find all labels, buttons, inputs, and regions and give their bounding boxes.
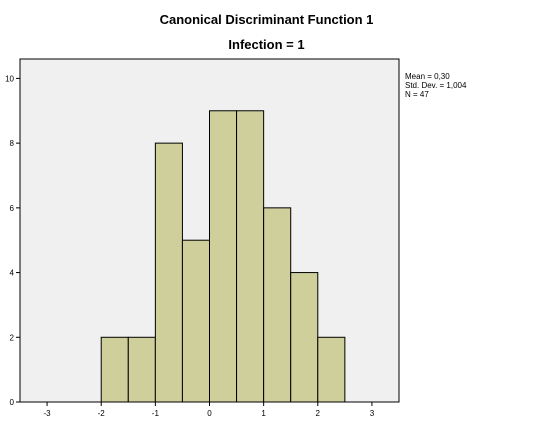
chart-title: Canonical Discriminant Function 1 bbox=[159, 12, 374, 27]
y-tick-label: 2 bbox=[10, 333, 15, 342]
histogram-bar bbox=[181, 239, 211, 403]
y-tick-label: 8 bbox=[10, 139, 15, 148]
y-tick-label: 4 bbox=[10, 269, 15, 278]
y-tick-label: 10 bbox=[5, 74, 14, 83]
histogram-bar bbox=[209, 110, 238, 403]
histogram-bar bbox=[127, 336, 156, 403]
histogram-bar bbox=[154, 142, 183, 403]
y-tick-label: 6 bbox=[10, 204, 15, 213]
x-tick-label: -2 bbox=[98, 409, 106, 418]
histogram-bar bbox=[236, 110, 265, 403]
x-tick-label: 2 bbox=[316, 409, 321, 418]
x-tick-label: 3 bbox=[370, 409, 375, 418]
histogram-bar bbox=[317, 336, 346, 403]
histogram-bar bbox=[290, 272, 319, 403]
x-tick-label: 1 bbox=[261, 409, 266, 418]
x-tick-label: -1 bbox=[152, 409, 160, 418]
histogram-bar bbox=[263, 207, 292, 403]
chart-subtitle: Infection = 1 bbox=[228, 37, 305, 52]
x-tick-label: 0 bbox=[207, 409, 212, 418]
x-tick-label: -3 bbox=[44, 409, 52, 418]
stat-mean: Mean = 0,30 bbox=[405, 72, 450, 81]
stat-std-dev: Std. Dev. = 1,004 bbox=[405, 81, 467, 90]
y-tick-label: 0 bbox=[10, 398, 15, 407]
stat-n: N = 47 bbox=[405, 90, 429, 99]
histogram-bar bbox=[100, 336, 129, 403]
statistics-legend: Mean = 0,30 Std. Dev. = 1,004 N = 47 bbox=[405, 72, 466, 99]
